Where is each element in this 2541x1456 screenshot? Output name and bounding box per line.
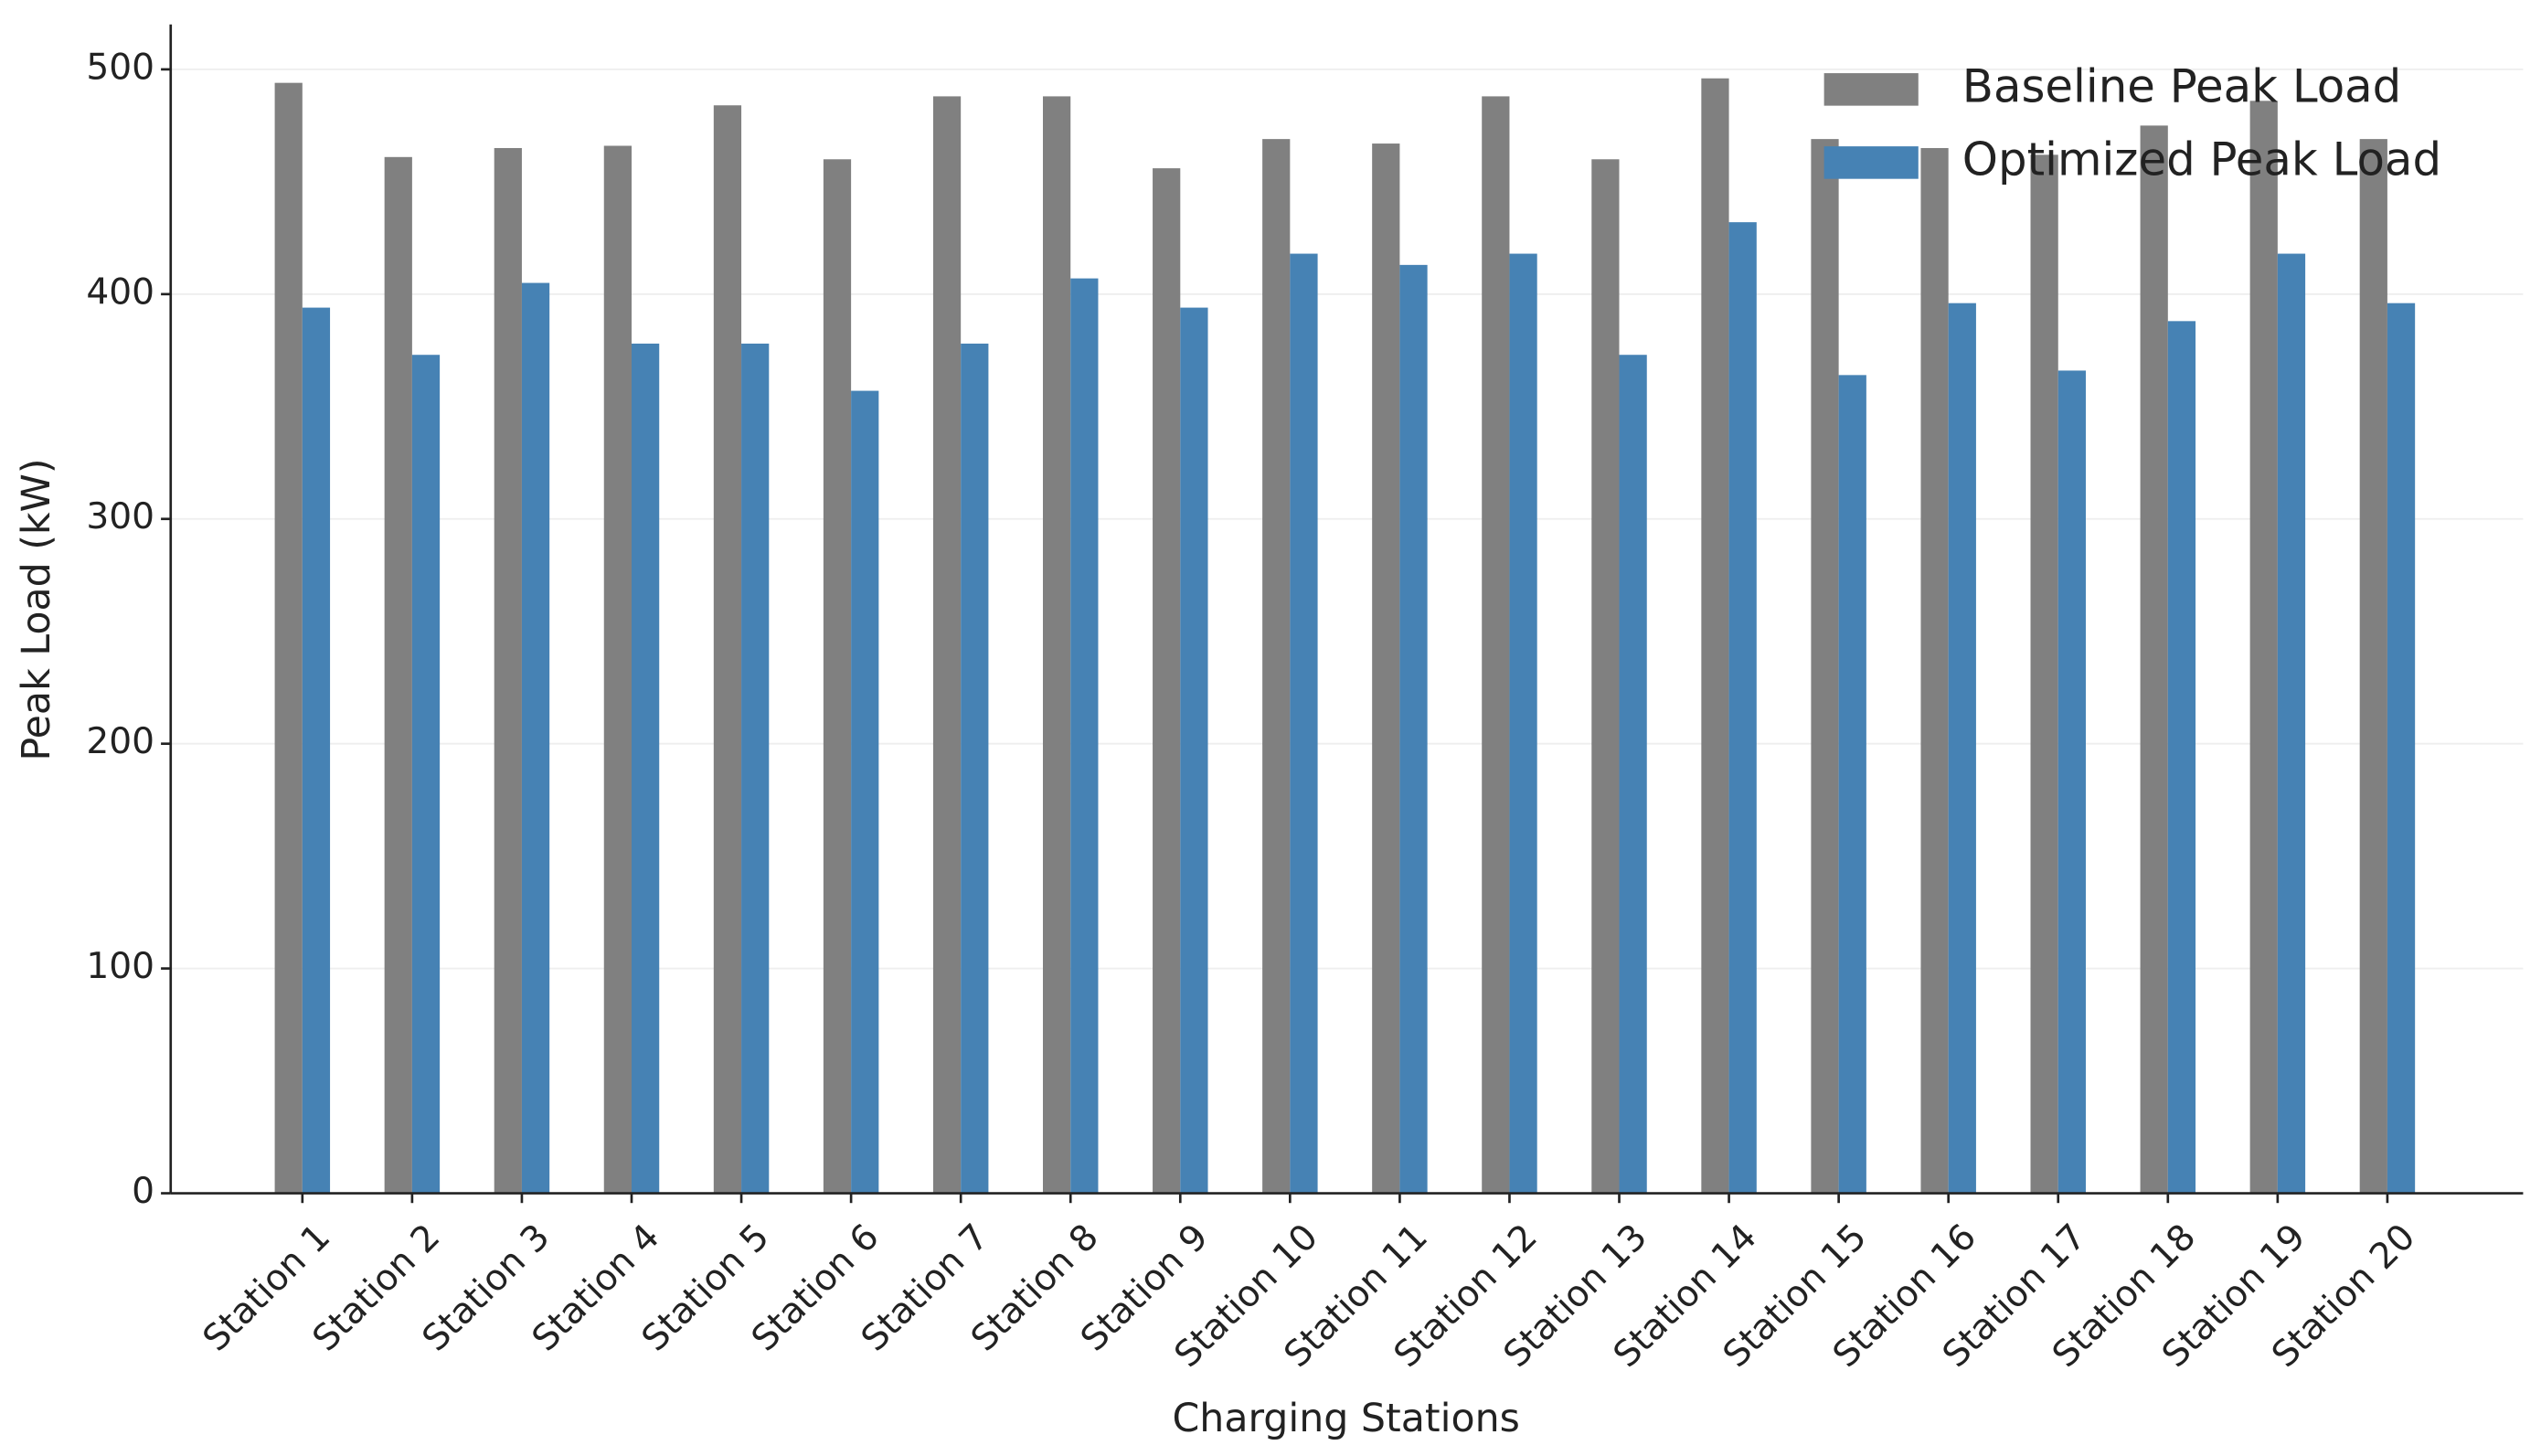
y-tick-label: 0 <box>132 1171 154 1212</box>
y-tick-label: 100 <box>86 946 154 987</box>
bar <box>494 147 522 1194</box>
x-axis-label: Charging Stations <box>1173 1396 1520 1441</box>
bar <box>1042 96 1071 1194</box>
bar <box>411 355 441 1194</box>
bar <box>384 156 412 1194</box>
bar <box>1811 139 1839 1194</box>
legend-label: Optimized Peak Load <box>1962 133 2441 186</box>
bar <box>1948 303 1976 1194</box>
bar <box>1290 253 1318 1194</box>
bar <box>1262 139 1291 1194</box>
bar <box>2167 321 2196 1194</box>
bar <box>2140 125 2168 1194</box>
bar <box>2387 303 2416 1194</box>
bar <box>1482 96 1510 1194</box>
legend-label: Baseline Peak Load <box>1962 59 2402 112</box>
bar <box>823 159 852 1194</box>
y-tick-label: 200 <box>86 721 154 762</box>
bar <box>1070 278 1099 1194</box>
y-axis-label: Peak Load (kW) <box>14 459 59 761</box>
bar <box>2057 370 2086 1194</box>
bar <box>1180 307 1208 1194</box>
bar <box>1399 264 1428 1194</box>
bar <box>1838 375 1866 1194</box>
bar <box>1509 253 1537 1194</box>
bar <box>1619 355 1647 1194</box>
bar <box>1372 143 1400 1194</box>
legend-swatch <box>1823 146 1919 179</box>
bar <box>851 390 879 1194</box>
bar <box>2030 154 2058 1194</box>
bar <box>521 282 550 1194</box>
bar <box>2277 253 2306 1194</box>
bar <box>1728 222 1757 1194</box>
bar <box>1920 147 1949 1194</box>
bar <box>631 343 660 1194</box>
bar <box>961 343 989 1194</box>
bar <box>2359 139 2387 1194</box>
bar <box>1153 168 1181 1194</box>
bar <box>932 96 962 1194</box>
bar <box>1591 159 1620 1194</box>
y-tick-label: 500 <box>86 47 154 88</box>
bar <box>2249 101 2278 1194</box>
y-tick-label: 300 <box>86 496 154 537</box>
y-tick-label: 400 <box>86 271 154 313</box>
bar <box>274 82 303 1194</box>
bar <box>741 343 770 1194</box>
bar <box>302 307 331 1194</box>
bar <box>1701 78 1729 1194</box>
legend-swatch <box>1823 73 1919 106</box>
bar <box>713 105 742 1194</box>
bar <box>603 145 632 1194</box>
